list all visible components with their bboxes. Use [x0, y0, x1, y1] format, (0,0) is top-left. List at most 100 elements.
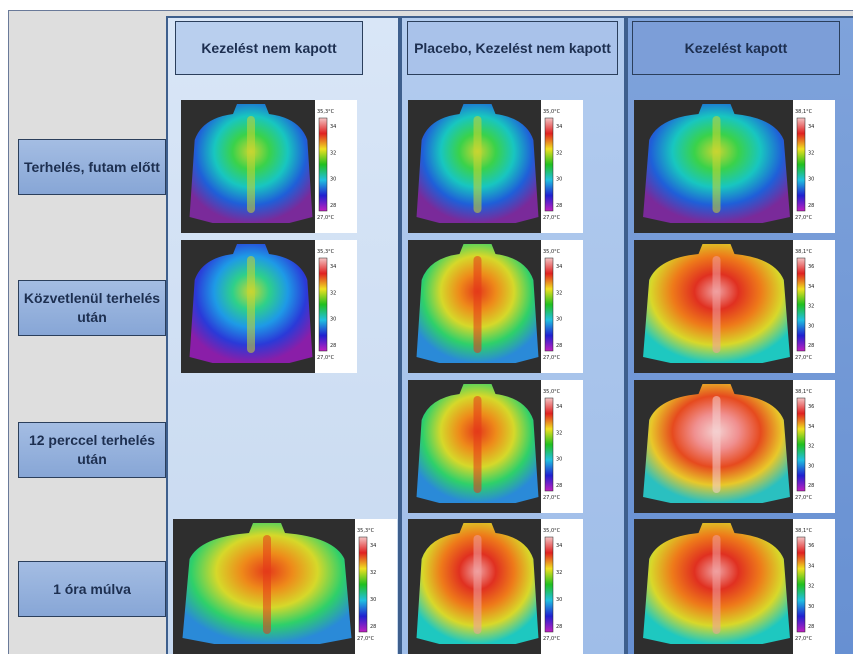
scale-min-label: 27,0°C	[543, 636, 561, 642]
scale-tick-label: 30	[556, 177, 562, 183]
scale-tick-label: 32	[556, 430, 562, 436]
thermogram-treated-before: 38,1°C 27,0°C 34 32 30 28	[634, 100, 835, 233]
scale-tick-label: 32	[808, 584, 814, 590]
spine-hotspot	[712, 535, 721, 634]
spine-hotspot	[473, 535, 482, 634]
scale-max-label: 38,1°C	[795, 389, 813, 395]
scale-tick-label: 28	[330, 203, 336, 209]
scale-max-label: 38,1°C	[795, 109, 813, 115]
scale-tick-label: 34	[556, 543, 562, 549]
scale-tick-label: 32	[556, 570, 562, 576]
temperature-scale-bar	[318, 117, 328, 212]
scale-tick-label: 32	[556, 290, 562, 296]
scale-min-label: 27,0°C	[317, 215, 335, 221]
scale-min-label: 27,0°C	[795, 355, 813, 361]
thermogram-untreated-immediately-after: 35,3°C 27,0°C 34 32 30 28	[181, 240, 357, 373]
column-header-treated: Kezelést kapott	[632, 21, 840, 75]
column-header-untreated: Kezelést nem kapott	[175, 21, 363, 75]
scale-tick-label: 34	[556, 264, 562, 270]
temperature-scale-bar	[544, 117, 554, 212]
scale-max-label: 35,3°C	[317, 109, 335, 115]
spine-hotspot	[263, 535, 271, 634]
scale-tick-label: 30	[808, 323, 814, 329]
scale-min-label: 27,0°C	[357, 636, 375, 642]
row-label-before: Terhelés, futam előtt	[18, 139, 166, 195]
scale-max-label: 35,0°C	[543, 389, 561, 395]
temperature-scale-bar	[358, 536, 368, 633]
thermogram-treated-immediately-after: 38,1°C 27,0°C 36 34 32 30 28	[634, 240, 835, 373]
scale-tick-label: 30	[556, 457, 562, 463]
thermogram-treated-1-hour-after: 38,1°C 27,0°C 36 34 32 30 28	[634, 519, 835, 654]
scale-tick-label: 34	[370, 543, 376, 549]
scale-tick-label: 28	[556, 483, 562, 489]
scale-max-label: 38,1°C	[795, 249, 813, 255]
scale-max-label: 35,0°C	[543, 109, 561, 115]
scale-min-label: 27,0°C	[317, 355, 335, 361]
scale-tick-label: 28	[808, 483, 814, 489]
scale-max-label: 35,0°C	[543, 249, 561, 255]
scale-tick-label: 34	[808, 563, 814, 569]
scale-tick-label: 32	[808, 150, 814, 156]
temperature-scale-bar	[796, 397, 806, 492]
thermogram-placebo-12-min-after: 35,0°C 27,0°C 34 32 30 28	[408, 380, 583, 513]
spine-hotspot	[712, 256, 721, 353]
thermogram-treated-12-min-after: 38,1°C 27,0°C 36 34 32 30 28	[634, 380, 835, 513]
thermogram-untreated-1-hour-after: 35,3°C 27,0°C 34 32 30 28	[173, 519, 397, 654]
scale-max-label: 38,1°C	[795, 528, 813, 534]
row-label-1-hour-after: 1 óra múlva	[18, 561, 166, 617]
temperature-scale-bar	[544, 536, 554, 633]
scale-tick-label: 28	[556, 343, 562, 349]
spine-hotspot	[712, 396, 721, 493]
spine-hotspot	[247, 256, 255, 353]
temperature-scale-bar	[544, 397, 554, 492]
scale-tick-label: 28	[808, 624, 814, 630]
scale-tick-label: 32	[808, 304, 814, 310]
scale-min-label: 27,0°C	[543, 355, 561, 361]
scale-tick-label: 34	[556, 124, 562, 130]
scale-tick-label: 34	[808, 124, 814, 130]
scale-max-label: 35,3°C	[357, 528, 375, 534]
scale-tick-label: 28	[808, 343, 814, 349]
scale-max-label: 35,3°C	[317, 249, 335, 255]
scale-tick-label: 36	[808, 404, 814, 410]
scale-tick-label: 28	[556, 203, 562, 209]
scale-min-label: 27,0°C	[795, 495, 813, 501]
scale-max-label: 35,0°C	[543, 528, 561, 534]
spine-hotspot	[473, 396, 482, 493]
scale-min-label: 27,0°C	[795, 636, 813, 642]
scale-tick-label: 30	[330, 317, 336, 323]
scale-min-label: 27,0°C	[795, 215, 813, 221]
scale-tick-label: 30	[808, 177, 814, 183]
temperature-scale-bar	[796, 117, 806, 212]
scale-tick-label: 28	[330, 343, 336, 349]
column-header-placebo: Placebo, Kezelést nem kapott	[407, 21, 618, 75]
spine-hotspot	[712, 116, 721, 213]
row-label-12-min-after: 12 perccel terhelés után	[18, 422, 166, 478]
temperature-scale-bar	[796, 536, 806, 633]
scale-tick-label: 32	[556, 150, 562, 156]
scale-tick-label: 34	[808, 424, 814, 430]
scale-tick-label: 28	[808, 203, 814, 209]
row-label-immediately-after: Közvetlenül terhelés után	[18, 280, 166, 336]
scale-tick-label: 34	[808, 284, 814, 290]
scale-tick-label: 30	[370, 597, 376, 603]
scale-tick-label: 28	[370, 624, 376, 630]
scale-tick-label: 32	[330, 290, 336, 296]
scale-tick-label: 34	[330, 124, 336, 130]
thermogram-placebo-before: 35,0°C 27,0°C 34 32 30 28	[408, 100, 583, 233]
scale-tick-label: 36	[808, 264, 814, 270]
thermogram-untreated-before: 35,3°C 27,0°C 34 32 30 28	[181, 100, 357, 233]
scale-tick-label: 30	[808, 463, 814, 469]
spine-hotspot	[473, 256, 482, 353]
temperature-scale-bar	[796, 257, 806, 352]
thermogram-placebo-immediately-after: 35,0°C 27,0°C 34 32 30 28	[408, 240, 583, 373]
scale-tick-label: 30	[556, 597, 562, 603]
spine-hotspot	[473, 116, 482, 213]
spine-hotspot	[247, 116, 255, 213]
scale-tick-label: 34	[556, 404, 562, 410]
temperature-scale-bar	[318, 257, 328, 352]
scale-tick-label: 36	[808, 543, 814, 549]
scale-min-label: 27,0°C	[543, 495, 561, 501]
scale-tick-label: 30	[556, 317, 562, 323]
scale-tick-label: 32	[808, 444, 814, 450]
